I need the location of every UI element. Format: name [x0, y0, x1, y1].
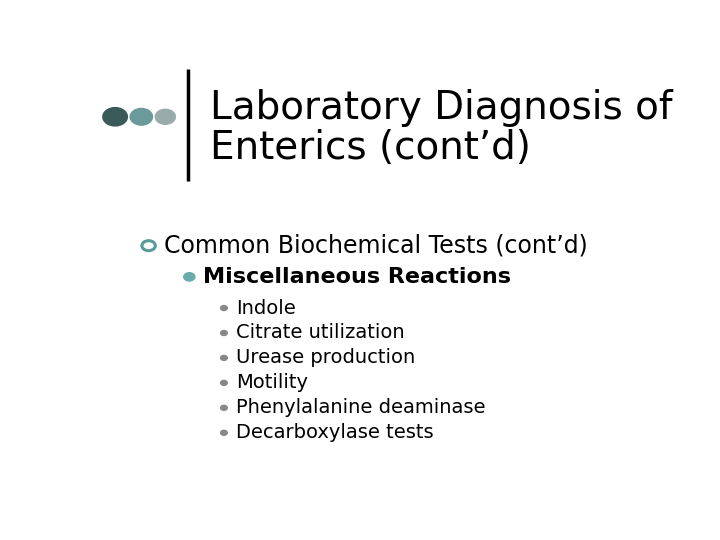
Circle shape	[220, 406, 228, 410]
Text: Citrate utilization: Citrate utilization	[236, 323, 405, 342]
Circle shape	[220, 330, 228, 335]
Circle shape	[156, 109, 176, 124]
Text: Urease production: Urease production	[236, 348, 415, 367]
Text: Miscellaneous Reactions: Miscellaneous Reactions	[203, 267, 511, 287]
Text: Laboratory Diagnosis of: Laboratory Diagnosis of	[210, 90, 672, 127]
Text: Motility: Motility	[236, 373, 308, 393]
Circle shape	[103, 107, 127, 126]
Circle shape	[220, 430, 228, 435]
Circle shape	[184, 273, 195, 281]
Text: Phenylalanine deaminase: Phenylalanine deaminase	[236, 399, 486, 417]
Circle shape	[220, 355, 228, 360]
Circle shape	[220, 380, 228, 386]
Circle shape	[220, 306, 228, 310]
Text: Enterics (cont’d): Enterics (cont’d)	[210, 129, 531, 167]
Text: Decarboxylase tests: Decarboxylase tests	[236, 423, 434, 442]
Circle shape	[130, 109, 153, 125]
Text: Common Biochemical Tests (cont’d): Common Biochemical Tests (cont’d)	[164, 234, 588, 258]
Text: Indole: Indole	[236, 299, 296, 318]
